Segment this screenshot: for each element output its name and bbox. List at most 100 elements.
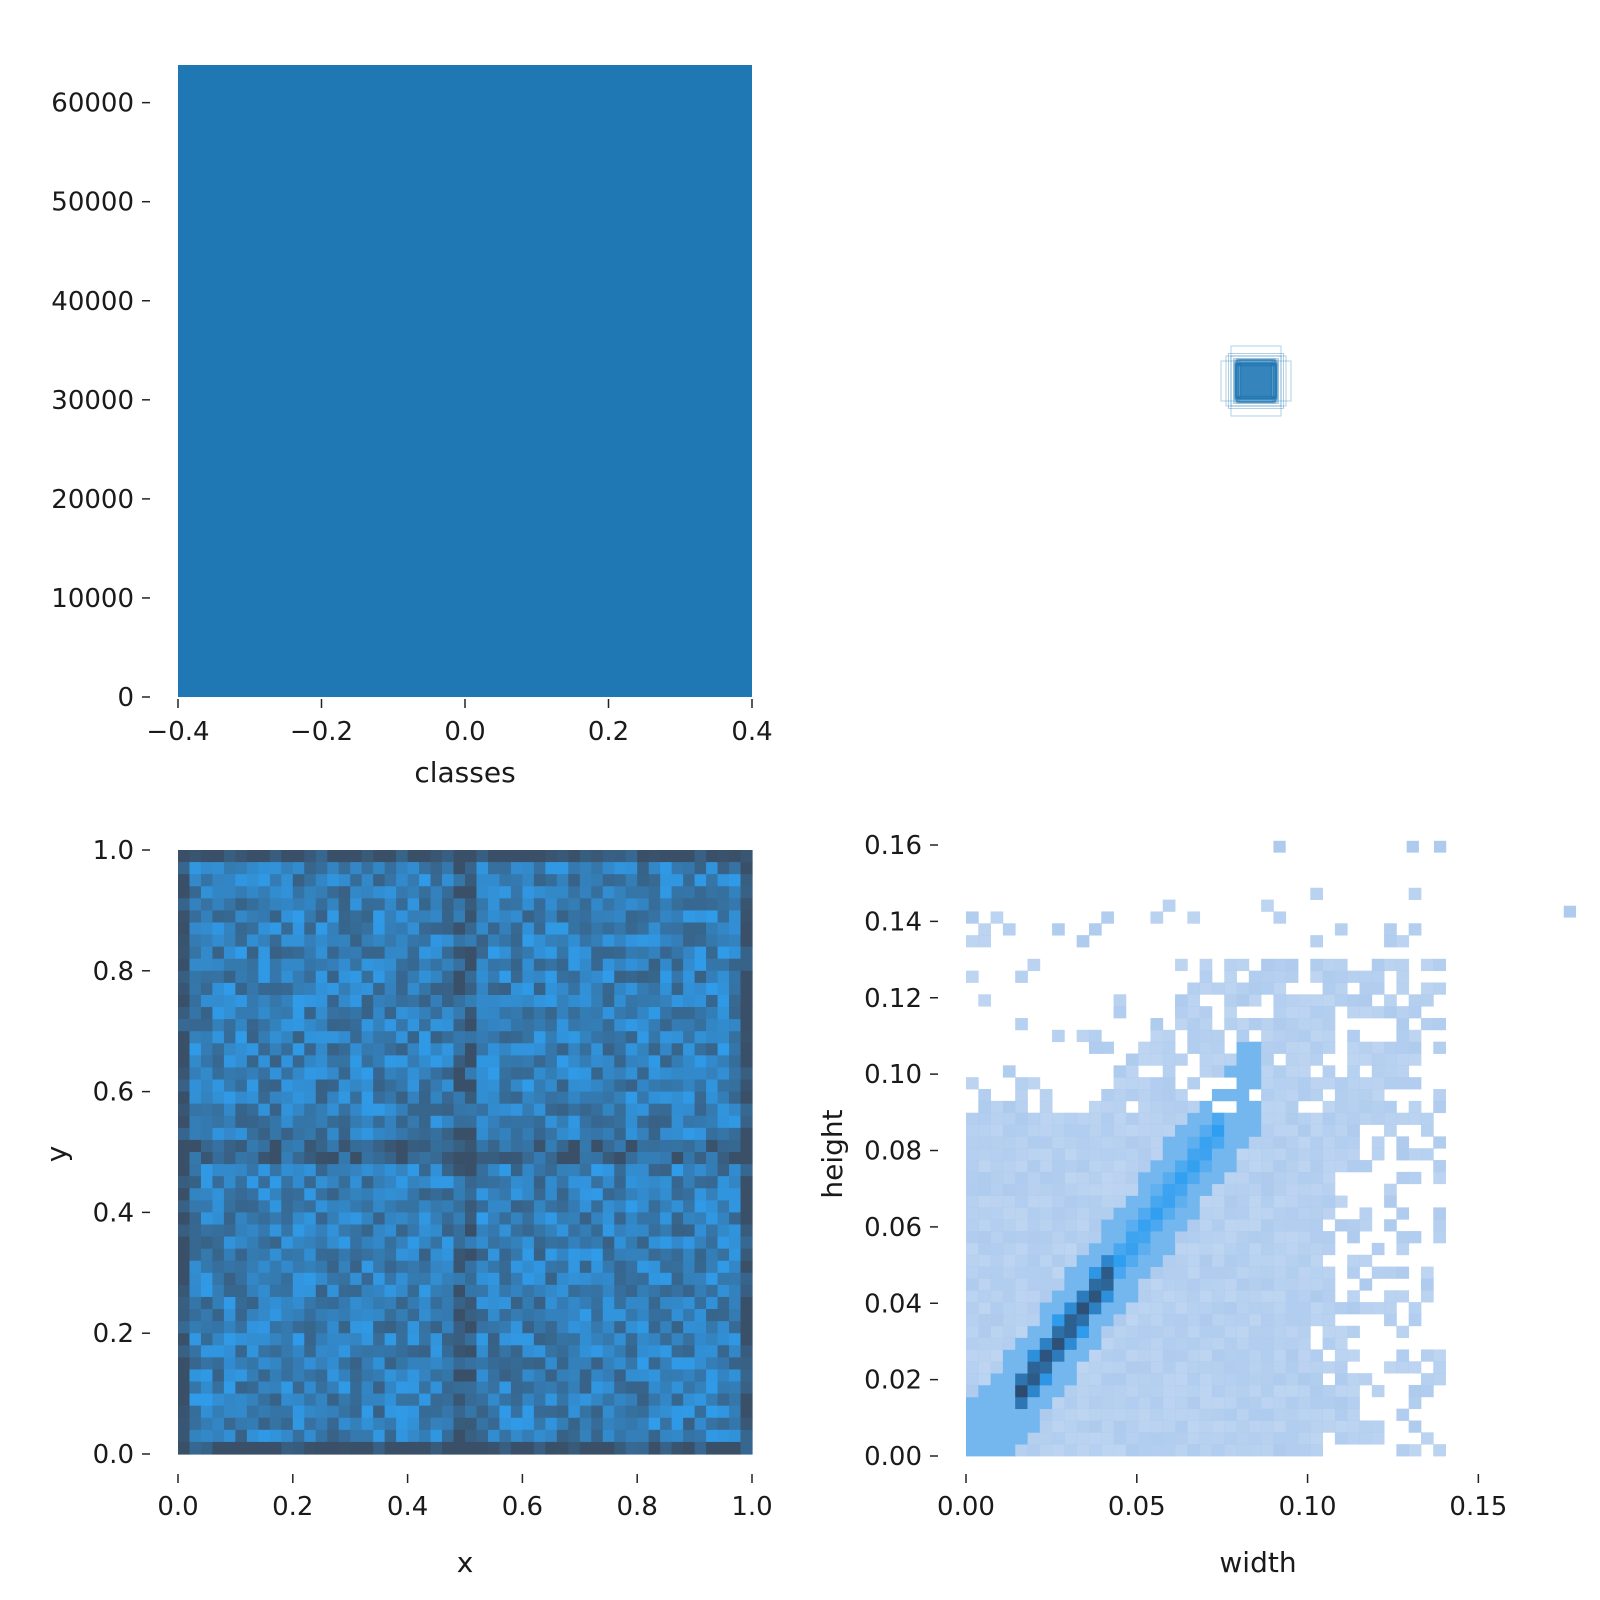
xy-heat-cell xyxy=(350,1357,363,1371)
wh-heat-cell xyxy=(1138,1408,1151,1421)
xy-heat-cell xyxy=(706,874,719,887)
wh-heat-cell xyxy=(1384,1124,1397,1137)
wh-heat-cell xyxy=(1175,1207,1188,1220)
xy-heat-cell xyxy=(568,1139,581,1153)
wh-heat-cell xyxy=(978,1124,991,1137)
wh-heat-cell xyxy=(1076,1278,1090,1291)
wh-heat-cell xyxy=(1298,1053,1311,1066)
xy-heat-cell xyxy=(476,1176,489,1189)
xy-heat-cell xyxy=(189,874,202,887)
xy-heat-cell xyxy=(338,850,351,863)
xy-heat-cell xyxy=(338,862,351,875)
xy-heat-cell xyxy=(476,1019,489,1032)
xy-heat-cell xyxy=(556,898,569,911)
wh-heat-cell xyxy=(1101,1136,1114,1149)
xy-heat-cell xyxy=(717,1260,730,1274)
wh-heat-cell xyxy=(1113,1242,1127,1256)
xy-heat-cell xyxy=(269,1103,282,1117)
xy-heat-cell xyxy=(350,1007,363,1020)
xy-heat-cell xyxy=(625,1321,638,1334)
xy-heat-cell xyxy=(694,1260,707,1274)
xy-heat-cell xyxy=(373,1031,386,1044)
xy-heat-cell xyxy=(556,1164,569,1177)
xy-heat-cell xyxy=(338,1200,351,1213)
xy-heat-cell xyxy=(683,1236,696,1250)
xy-heat-cell xyxy=(660,1309,673,1322)
xy-heat-cell xyxy=(637,1079,650,1093)
wh-heat-cell xyxy=(1125,1207,1139,1220)
xy-heat-cell xyxy=(350,1200,363,1213)
wh-heat-cell xyxy=(1138,1089,1151,1102)
xy-heat-cell xyxy=(683,922,696,936)
xy-heat-cell xyxy=(602,1296,615,1310)
wh-heat-cell xyxy=(1298,994,1311,1007)
xy-heat-cell xyxy=(361,1127,374,1141)
wh-heat-cell xyxy=(1347,1231,1360,1244)
xy-heat-cell xyxy=(694,1055,707,1069)
wh-heat-cell xyxy=(1113,1089,1127,1102)
xy-heat-cell xyxy=(510,1139,523,1153)
xy-heat-cell xyxy=(568,1417,581,1431)
xy-heat-cell xyxy=(533,958,546,972)
xy-heat-cell xyxy=(568,1200,581,1213)
xy-heat-cell xyxy=(315,1272,328,1286)
xy-heat-cell xyxy=(361,1272,374,1286)
xy-heat-cell xyxy=(246,1357,259,1371)
xy-heat-cell xyxy=(568,1127,581,1141)
wh-heat-cell xyxy=(1076,1124,1090,1137)
xy-heat-cell xyxy=(465,1079,478,1093)
xy-heat-cell xyxy=(269,862,282,875)
xy-heat-cell xyxy=(338,934,351,948)
wh-heat-cell xyxy=(1408,1100,1422,1114)
xy-heat-cell xyxy=(671,1055,684,1069)
xy-heat-cell xyxy=(522,922,535,936)
xy-heat-cell xyxy=(660,1103,673,1117)
wh-heat-cell xyxy=(1224,1266,1237,1279)
xy-heat-cell xyxy=(189,1236,202,1250)
xy-heat-cell xyxy=(373,910,386,924)
xy-heat-cell xyxy=(510,946,523,960)
wh-heat-cell xyxy=(978,1325,991,1339)
xy-heat-cell xyxy=(568,898,581,911)
xy-heat-cell xyxy=(660,1357,673,1371)
xy-heat-cell xyxy=(717,1127,730,1141)
wh-heat-cell xyxy=(1211,1384,1225,1398)
xy-heat-cell xyxy=(442,1272,455,1286)
xy-heat-cell xyxy=(625,1079,638,1093)
xy-heat-cell xyxy=(178,1115,191,1129)
xy-heat-cell xyxy=(671,1212,684,1226)
wh-heat-cell xyxy=(978,1278,991,1291)
xy-heat-cell xyxy=(246,874,259,887)
wh-heat-cell xyxy=(1347,1290,1360,1303)
xy-heat-cell xyxy=(648,1417,661,1431)
xy-heat-cell xyxy=(648,1345,661,1358)
wh-y-tick-label: 0.08 xyxy=(864,1137,922,1167)
xy-heat-cell xyxy=(338,1139,351,1153)
xy-heat-cell xyxy=(591,1200,604,1213)
xy-heat-cell xyxy=(533,1405,546,1419)
xy-heat-cell xyxy=(522,1188,535,1201)
xy-heat-cell xyxy=(189,1067,202,1081)
xy-heat-cell xyxy=(465,970,478,984)
xy-heat-cell xyxy=(350,1405,363,1419)
xy-heat-cell xyxy=(602,874,615,887)
xy-heat-cell xyxy=(430,1236,443,1250)
wh-heat-cell xyxy=(1113,1065,1127,1078)
wh-heat-cell xyxy=(1347,1148,1360,1161)
xy-heat-cell xyxy=(591,1079,604,1093)
xy-heat-cell xyxy=(740,1345,753,1358)
wh-heat-cell xyxy=(1285,970,1299,983)
xy-heat-cell xyxy=(637,934,650,948)
wh-heat-cell xyxy=(1088,1302,1102,1315)
xy-heat-cell xyxy=(315,1115,328,1129)
xy-heat-cell xyxy=(545,1031,558,1044)
wh-y-tick-label: 0.14 xyxy=(864,907,922,937)
xy-heat-cell xyxy=(189,1248,202,1262)
wh-heat-cell xyxy=(1396,1077,1410,1090)
wh-heat-cell xyxy=(1420,958,1434,972)
wh-heat-cell xyxy=(1371,1112,1385,1125)
xy-heat-cell xyxy=(510,994,523,1008)
wh-heat-cell xyxy=(1027,1337,1041,1350)
wh-heat-cell xyxy=(1433,1207,1446,1220)
xy-heat-cell xyxy=(533,1272,546,1286)
